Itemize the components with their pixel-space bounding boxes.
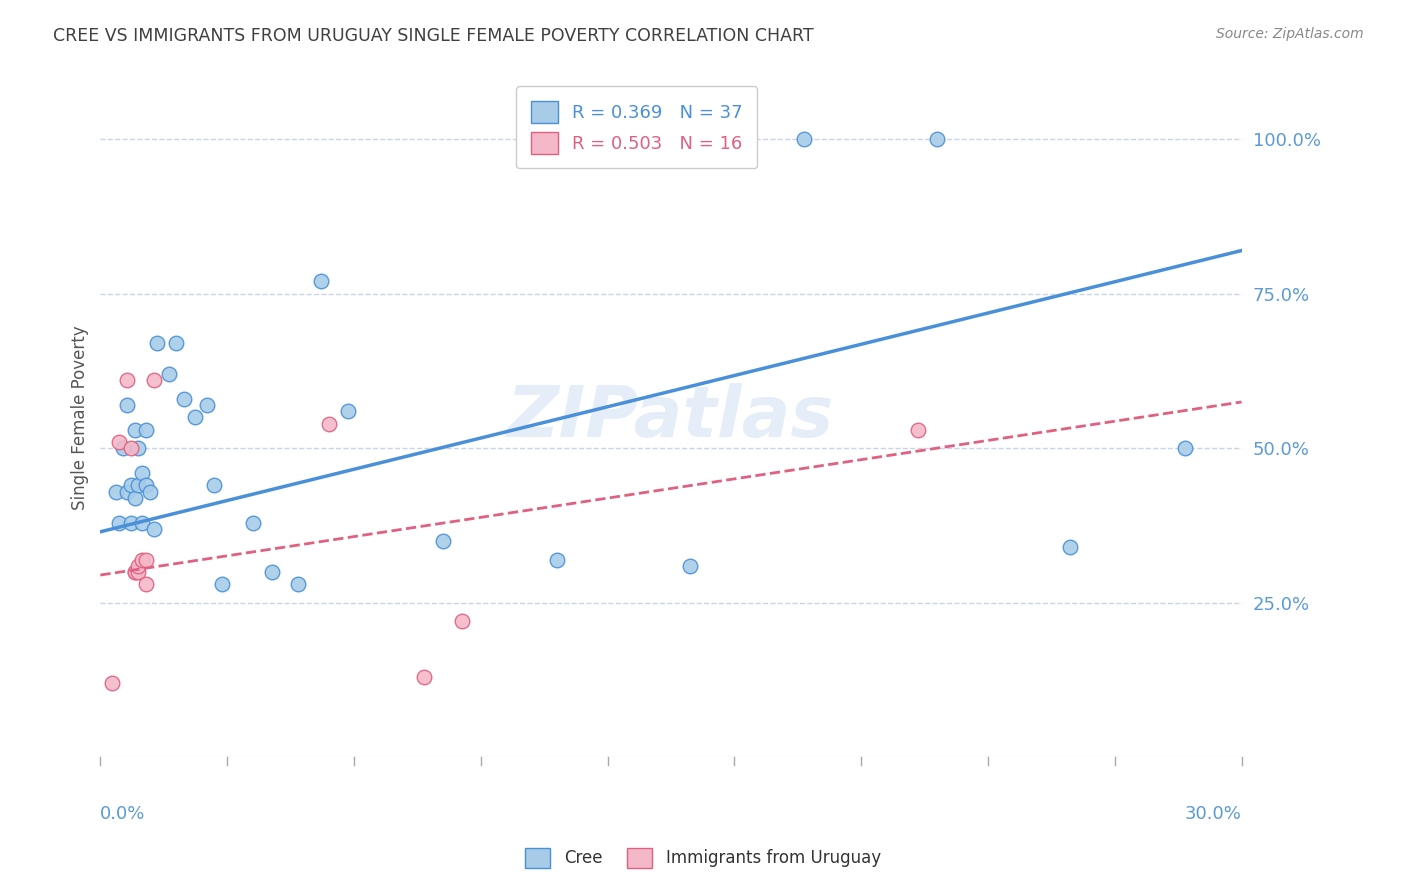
- Point: [127, 478, 149, 492]
- Point: [115, 398, 138, 412]
- Point: [157, 367, 180, 381]
- Point: [127, 442, 149, 456]
- Point: [127, 565, 149, 579]
- Point: [546, 552, 568, 566]
- Point: [131, 552, 153, 566]
- Point: [260, 565, 283, 579]
- Text: 30.0%: 30.0%: [1185, 805, 1241, 823]
- Point: [115, 373, 138, 387]
- Point: [139, 484, 162, 499]
- Point: [135, 577, 157, 591]
- Point: [100, 676, 122, 690]
- Point: [127, 558, 149, 573]
- Point: [120, 478, 142, 492]
- Point: [135, 552, 157, 566]
- Point: [318, 417, 340, 431]
- Point: [120, 516, 142, 530]
- Point: [412, 670, 434, 684]
- Point: [115, 484, 138, 499]
- Point: [108, 435, 131, 450]
- Point: [242, 516, 264, 530]
- Point: [1059, 540, 1081, 554]
- Point: [432, 534, 454, 549]
- Point: [1173, 442, 1195, 456]
- Point: [679, 558, 702, 573]
- Text: ZIPatlas: ZIPatlas: [508, 383, 835, 452]
- Y-axis label: Single Female Poverty: Single Female Poverty: [72, 325, 89, 509]
- Point: [204, 478, 226, 492]
- Point: [142, 522, 165, 536]
- Text: CREE VS IMMIGRANTS FROM URUGUAY SINGLE FEMALE POVERTY CORRELATION CHART: CREE VS IMMIGRANTS FROM URUGUAY SINGLE F…: [53, 27, 814, 45]
- Legend: R = 0.369   N = 37, R = 0.503   N = 16: R = 0.369 N = 37, R = 0.503 N = 16: [516, 87, 758, 169]
- Point: [104, 484, 127, 499]
- Point: [195, 398, 218, 412]
- Point: [907, 423, 929, 437]
- Point: [142, 373, 165, 387]
- Point: [927, 132, 949, 146]
- Point: [108, 516, 131, 530]
- Point: [124, 565, 146, 579]
- Point: [287, 577, 309, 591]
- Legend: Cree, Immigrants from Uruguay: Cree, Immigrants from Uruguay: [519, 841, 887, 875]
- Point: [131, 516, 153, 530]
- Point: [450, 615, 472, 629]
- Text: 0.0%: 0.0%: [100, 805, 146, 823]
- Point: [124, 423, 146, 437]
- Point: [124, 491, 146, 505]
- Text: Source: ZipAtlas.com: Source: ZipAtlas.com: [1216, 27, 1364, 41]
- Point: [146, 336, 169, 351]
- Point: [336, 404, 359, 418]
- Point: [309, 275, 332, 289]
- Point: [793, 132, 815, 146]
- Point: [184, 410, 207, 425]
- Point: [131, 466, 153, 480]
- Point: [135, 423, 157, 437]
- Point: [211, 577, 233, 591]
- Point: [165, 336, 187, 351]
- Point: [124, 565, 146, 579]
- Point: [120, 442, 142, 456]
- Point: [112, 442, 135, 456]
- Point: [135, 478, 157, 492]
- Point: [173, 392, 195, 406]
